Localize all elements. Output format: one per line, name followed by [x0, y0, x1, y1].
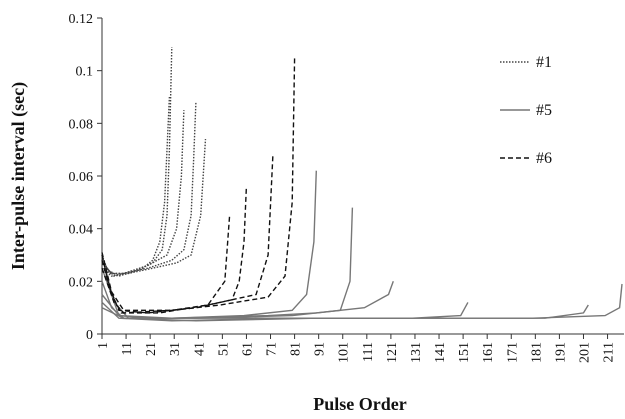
x-tick-label: 101 [337, 342, 352, 363]
x-tick-label: 201 [577, 342, 592, 363]
x-tick-label: 191 [553, 342, 568, 363]
y-tick-label: 0.06 [69, 170, 94, 185]
series-line [101, 46, 173, 277]
series-line [101, 154, 274, 314]
legend-label: #1 [536, 54, 552, 71]
x-tick-label: 161 [481, 342, 496, 363]
x-tick-label: 31 [168, 342, 183, 356]
y-tick-label: 0.08 [69, 117, 94, 132]
x-tick-label: 61 [240, 342, 255, 356]
series-line [101, 186, 248, 314]
y-tick-label: 0.02 [69, 275, 94, 290]
x-tick-label: 11 [120, 342, 135, 355]
y-tick-label: 0.12 [69, 12, 94, 27]
x-tick-label: 141 [433, 342, 448, 363]
series-line [101, 215, 231, 314]
series-line [101, 170, 317, 319]
y-axis-label: Inter-pulse interval (sec) [8, 82, 29, 270]
x-tick-label: 71 [265, 342, 280, 356]
y-tick-label: 0.1 [76, 65, 94, 80]
x-tick-label: 41 [192, 342, 207, 356]
series-line [101, 283, 623, 322]
x-tick-label: 171 [505, 342, 520, 363]
x-tick-label: 211 [602, 342, 617, 362]
series-line [101, 267, 394, 319]
x-tick-label: 1 [96, 342, 111, 349]
series-line [101, 102, 197, 277]
x-tick-label: 51 [216, 342, 231, 356]
y-tick-label: 0.04 [69, 223, 94, 238]
x-tick-label: 121 [385, 342, 400, 363]
series-line [101, 110, 185, 275]
series-line [101, 57, 296, 311]
x-axis-label: Pulse Order [313, 394, 406, 414]
series-line [101, 96, 171, 277]
x-tick-label: 21 [144, 342, 159, 356]
legend-label: #6 [536, 150, 552, 167]
y-tick-label: 0 [86, 328, 93, 343]
x-tick-label: 111 [361, 342, 376, 362]
x-tick-label: 181 [529, 342, 544, 363]
series-line [101, 139, 207, 275]
x-tick-label: 151 [457, 342, 472, 363]
x-tick-label: 81 [289, 342, 304, 356]
x-tick-label: 131 [409, 342, 424, 363]
legend-label: #5 [536, 102, 552, 119]
x-tick-label: 91 [313, 342, 328, 356]
